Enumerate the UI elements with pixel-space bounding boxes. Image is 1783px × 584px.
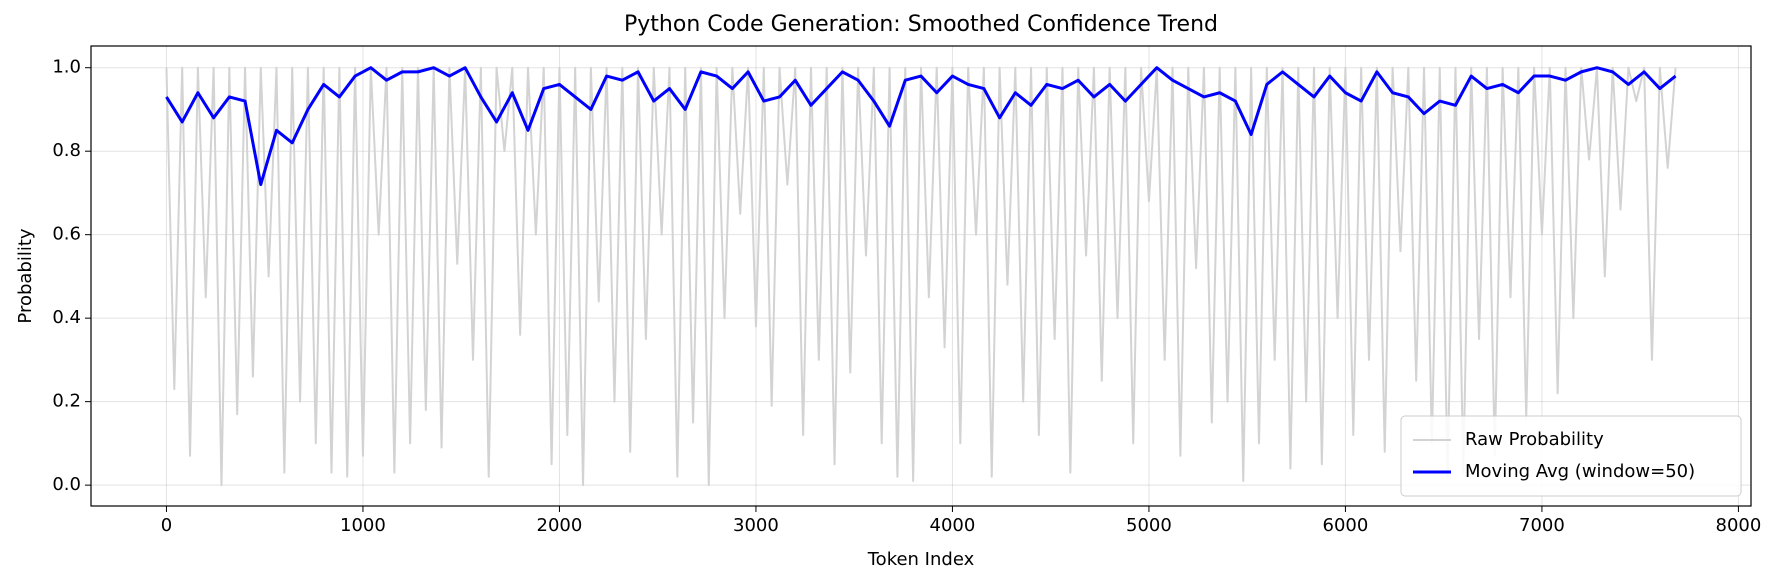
legend-label: Moving Avg (window=50) xyxy=(1465,461,1695,482)
chart-title: Python Code Generation: Smoothed Confide… xyxy=(624,12,1218,37)
legend-box xyxy=(1400,415,1742,497)
y-axis-label: Probability xyxy=(15,228,36,323)
legend-label: Raw Probability xyxy=(1465,429,1604,450)
y-tick-label: 0.6 xyxy=(52,224,81,245)
y-tick-label: 1.0 xyxy=(52,57,81,78)
y-tick-label: 0.0 xyxy=(52,474,81,495)
x-tick-label: 8000 xyxy=(1716,515,1762,536)
x-tick-label: 0 xyxy=(161,515,172,536)
x-tick-label: 5000 xyxy=(1126,515,1172,536)
x-tick-label: 1000 xyxy=(340,515,386,536)
data-line xyxy=(165,66,1677,487)
x-tick-label: 6000 xyxy=(1323,515,1369,536)
plot-frame xyxy=(90,45,1752,507)
x-axis-label: Token Index xyxy=(867,549,975,570)
y-tick-label: 0.4 xyxy=(52,307,81,328)
y-tick-label: 0.2 xyxy=(52,391,81,412)
x-tick-label: 4000 xyxy=(930,515,976,536)
x-tick-label: 3000 xyxy=(733,515,779,536)
y-tick-label: 0.8 xyxy=(52,140,81,161)
x-tick-label: 7000 xyxy=(1519,515,1565,536)
data-line xyxy=(165,66,1677,187)
x-tick-label: 2000 xyxy=(537,515,583,536)
